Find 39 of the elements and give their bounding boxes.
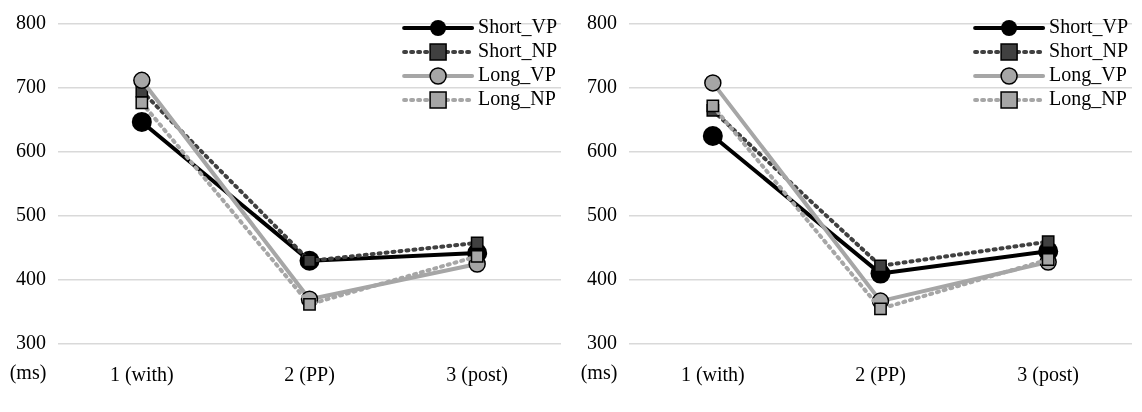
legend-label: Short_VP bbox=[1049, 15, 1128, 38]
x-tick-label: 2 (PP) bbox=[284, 363, 335, 387]
y-tick-label: 800 bbox=[16, 11, 46, 34]
y-tick-label: 400 bbox=[587, 267, 617, 290]
y-tick-label: 600 bbox=[16, 139, 46, 162]
y-tick-label: 300 bbox=[587, 331, 617, 354]
point bbox=[706, 99, 720, 113]
y-tick-label: 300 bbox=[16, 331, 46, 354]
point bbox=[135, 96, 149, 110]
x-tick-label: 2 (PP) bbox=[855, 363, 906, 387]
point bbox=[874, 302, 887, 316]
legend-label: Long_VP bbox=[1049, 63, 1127, 87]
x-tick-label: 3 (post) bbox=[1017, 363, 1079, 387]
y-tick-label: 700 bbox=[16, 75, 46, 98]
y-tick-label: 800 bbox=[587, 11, 617, 34]
y-axis-title: (ms) bbox=[9, 361, 47, 385]
y-tick-label: 400 bbox=[16, 267, 46, 290]
y-tick-label: 700 bbox=[587, 75, 617, 98]
legend-label: Long_VP bbox=[478, 63, 556, 87]
y-tick-label: 600 bbox=[587, 139, 617, 162]
point bbox=[131, 111, 152, 132]
x-tick-label: 3 (post) bbox=[446, 363, 508, 387]
x-tick-label: 1 (with) bbox=[680, 363, 745, 387]
y-tick-label: 500 bbox=[587, 203, 617, 226]
point bbox=[1041, 235, 1055, 249]
point bbox=[470, 236, 484, 250]
point bbox=[702, 126, 723, 146]
y-axis-title: (ms) bbox=[580, 361, 618, 385]
point bbox=[1041, 253, 1055, 266]
y-tick-label: 500 bbox=[16, 203, 46, 226]
legend-label: Short_NP bbox=[478, 39, 557, 62]
point bbox=[704, 74, 722, 92]
legend-label: Short_VP bbox=[478, 15, 557, 38]
point bbox=[874, 259, 887, 273]
point bbox=[133, 71, 151, 90]
legend-label: Short_NP bbox=[1049, 39, 1128, 62]
legend-label: Long_NP bbox=[1049, 87, 1127, 111]
legend-label: Long_NP bbox=[478, 87, 556, 111]
x-tick-label: 1 (with) bbox=[109, 363, 174, 387]
